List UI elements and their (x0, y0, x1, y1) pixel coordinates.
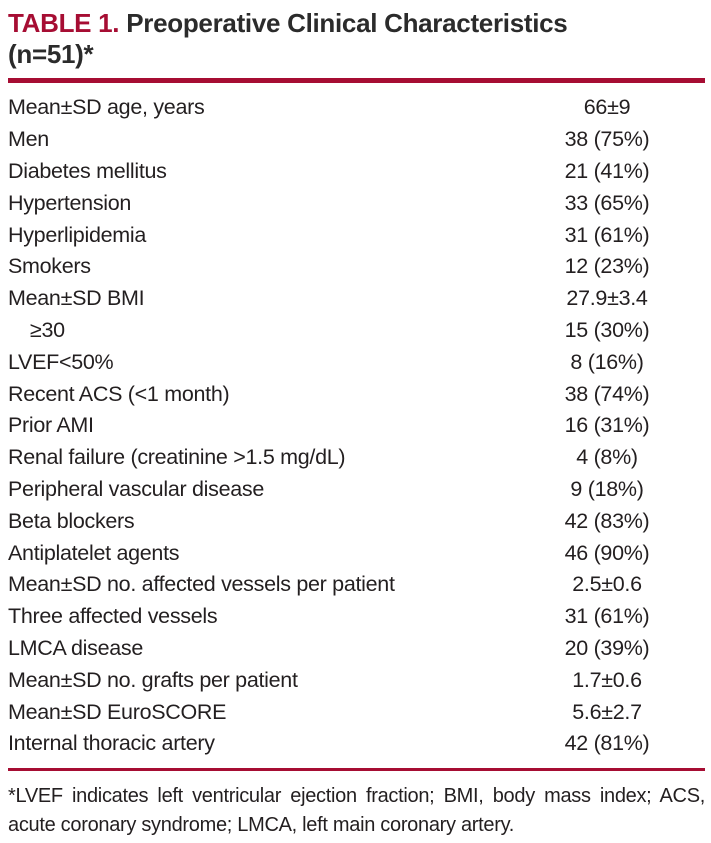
row-value: 66±9 (583, 95, 631, 120)
row-value: 2.5±0.6 (572, 572, 642, 597)
table-row: ≥30 15 (30%) (8, 315, 705, 347)
table-number-label: TABLE 1. (8, 8, 120, 38)
row-value: 5.6±2.7 (572, 699, 642, 724)
table-row: Men 38 (75%) (8, 124, 705, 156)
row-value: 33 (65%) (564, 190, 650, 215)
row-label: Hyperlipidemia (8, 222, 146, 247)
row-label: LMCA disease (8, 635, 144, 660)
row-label: Recent ACS (<1 month) (8, 381, 230, 406)
row-label: Antiplatelet agents (8, 540, 180, 565)
table-row: Hyperlipidemia 31 (61%) (8, 219, 705, 251)
row-value: 12 (23%) (564, 254, 650, 279)
row-value: 20 (39%) (564, 635, 650, 660)
table-row: Peripheral vascular disease 9 (18%) (8, 474, 705, 506)
table-row: Hypertension 33 (65%) (8, 187, 705, 219)
row-label: Beta blockers (8, 508, 135, 533)
footer-divider-rule (8, 767, 705, 771)
row-label: Mean±SD BMI (8, 286, 145, 311)
row-label: Diabetes mellitus (8, 158, 167, 183)
table-row: LMCA disease 20 (39%) (8, 633, 705, 665)
row-value: 27.9±3.4 (566, 286, 648, 311)
table-row: Mean±SD no. grafts per patient 1.7±0.6 (8, 664, 705, 696)
table-row: Recent ACS (<1 month) 38 (74%) (8, 378, 705, 410)
row-label: ≥30 (30, 317, 65, 342)
row-label: Hypertension (8, 190, 132, 215)
table-row: Smokers 12 (23%) (8, 251, 705, 283)
row-value: 4 (8%) (576, 445, 638, 470)
row-value: 9 (18%) (570, 476, 644, 501)
row-value: 31 (61%) (564, 604, 650, 629)
row-value: 8 (16%) (570, 349, 644, 374)
row-label: Renal failure (creatinine >1.5 mg/dL) (8, 445, 346, 470)
row-label: Mean±SD age, years (8, 95, 205, 120)
table-title-text: Preoperative Clinical Characteristics (126, 8, 568, 38)
row-label: Peripheral vascular disease (8, 476, 265, 501)
row-value: 42 (83%) (564, 508, 650, 533)
table-row: Mean±SD BMI 27.9±3.4 (8, 283, 705, 315)
table-body: Mean±SD age, years 66±9 Men 38 (75%) Dia… (8, 92, 705, 760)
row-value: 21 (41%) (564, 158, 650, 183)
row-label: Men (8, 127, 49, 152)
table-row: Antiplatelet agents 46 (90%) (8, 537, 705, 569)
clinical-characteristics-table: Mean±SD age, years 66±9 Men 38 (75%) Dia… (8, 92, 705, 760)
row-value: 42 (81%) (564, 731, 650, 756)
row-value: 31 (61%) (564, 222, 650, 247)
row-value: 38 (74%) (564, 381, 650, 406)
table-row: Three affected vessels 31 (61%) (8, 601, 705, 633)
table-title-line2: (n=51)* (8, 39, 94, 69)
table-row: Diabetes mellitus 21 (41%) (8, 156, 705, 188)
row-value: 15 (30%) (564, 317, 650, 342)
row-value: 46 (90%) (564, 540, 650, 565)
row-label: Smokers (8, 254, 91, 279)
table-row: Mean±SD no. affected vessels per patient… (8, 569, 705, 601)
title-divider-rule (8, 78, 705, 83)
table-title: TABLE 1. Preoperative Clinical Characteri… (8, 8, 705, 70)
row-value: 1.7±0.6 (572, 667, 642, 692)
row-label: Mean±SD no. affected vessels per patient (8, 572, 395, 597)
table-row: Mean±SD EuroSCORE 5.6±2.7 (8, 696, 705, 728)
table-row: Renal failure (creatinine >1.5 mg/dL) 4 … (8, 442, 705, 474)
row-value: 16 (31%) (564, 413, 650, 438)
table-footnote: *LVEF indicates left ventricular ejectio… (8, 784, 705, 836)
table-row: Prior AMI 16 (31%) (8, 410, 705, 442)
row-value: 38 (75%) (564, 127, 650, 152)
row-label: Mean±SD no. grafts per patient (8, 667, 298, 692)
row-label: Three affected vessels (8, 604, 218, 629)
row-label: LVEF<50% (8, 349, 114, 374)
table-row: Beta blockers 42 (83%) (8, 505, 705, 537)
table-row: LVEF<50% 8 (16%) (8, 346, 705, 378)
table-row: Internal thoracic artery 42 (81%) (8, 728, 705, 760)
row-label: Prior AMI (8, 413, 94, 438)
table-row: Mean±SD age, years 66±9 (8, 92, 705, 124)
row-label: Internal thoracic artery (8, 731, 215, 756)
row-label: Mean±SD EuroSCORE (8, 699, 227, 724)
